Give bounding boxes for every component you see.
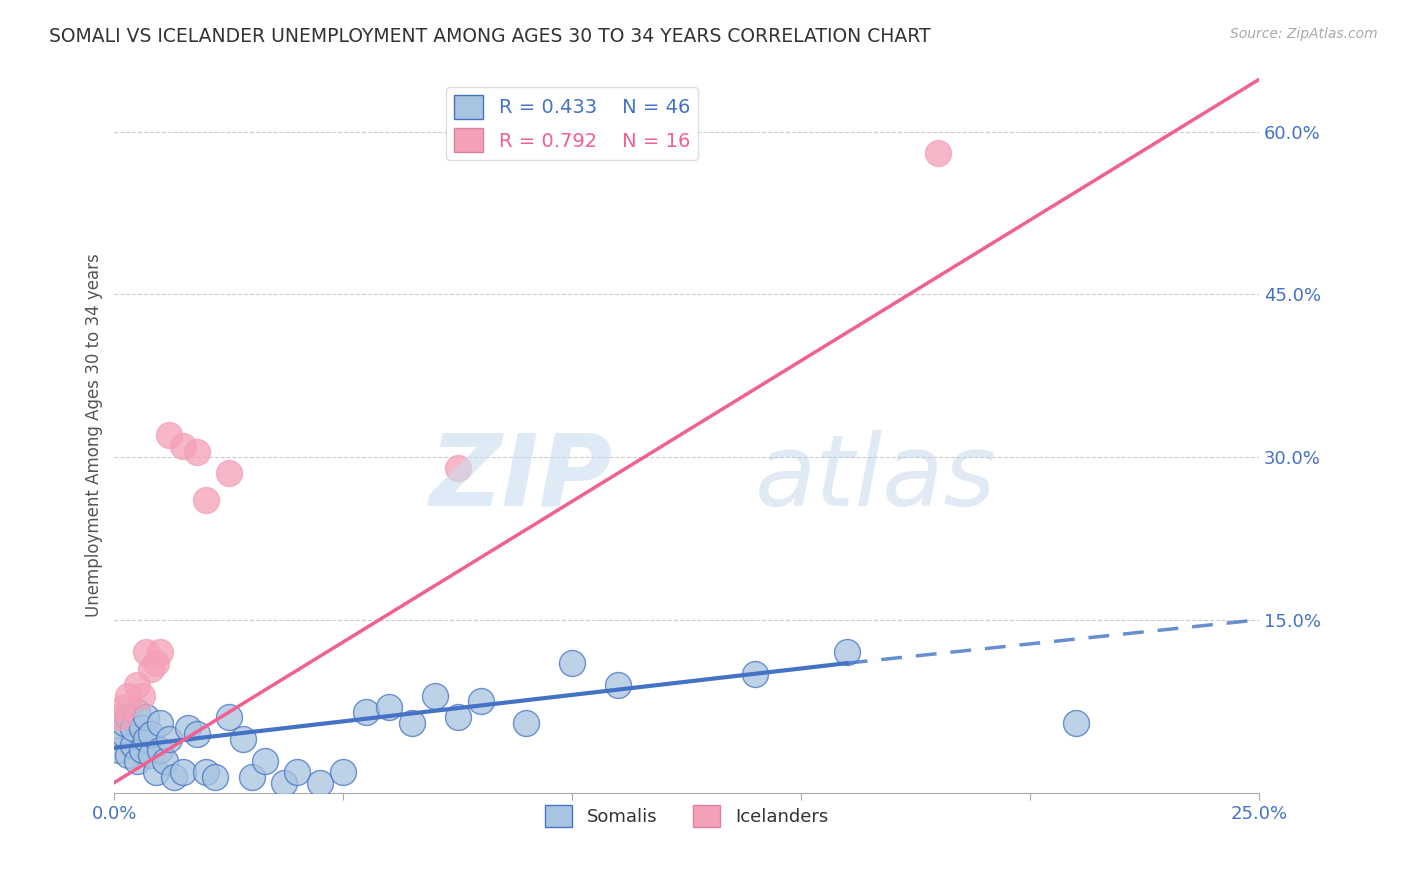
Somalis xyxy=(112,715,135,730)
Somalis xyxy=(186,727,208,741)
Icelanders xyxy=(139,662,162,676)
Somalis xyxy=(135,732,157,747)
Somalis xyxy=(470,694,492,708)
Somalis xyxy=(240,770,263,784)
Somalis xyxy=(135,710,157,724)
Somalis xyxy=(515,715,537,730)
Somalis xyxy=(204,770,226,784)
Somalis xyxy=(1064,715,1087,730)
Somalis xyxy=(121,721,143,735)
Icelanders xyxy=(131,689,153,703)
Somalis xyxy=(332,764,354,779)
Icelanders xyxy=(447,461,470,475)
Somalis xyxy=(287,764,309,779)
Somalis xyxy=(127,705,149,719)
Somalis xyxy=(176,721,198,735)
Somalis xyxy=(145,764,167,779)
Somalis xyxy=(194,764,217,779)
Somalis xyxy=(309,775,332,789)
Icelanders xyxy=(927,146,949,161)
Icelanders xyxy=(127,678,149,692)
Somalis xyxy=(447,710,470,724)
Somalis xyxy=(108,743,131,757)
Somalis xyxy=(744,667,766,681)
Somalis xyxy=(561,656,583,670)
Icelanders xyxy=(108,710,131,724)
Text: Source: ZipAtlas.com: Source: ZipAtlas.com xyxy=(1230,27,1378,41)
Somalis xyxy=(153,754,176,768)
Somalis xyxy=(131,743,153,757)
Text: atlas: atlas xyxy=(755,430,997,527)
Icelanders xyxy=(218,467,240,481)
Somalis xyxy=(121,738,143,752)
Somalis xyxy=(149,715,172,730)
Icelanders xyxy=(186,444,208,458)
Somalis xyxy=(354,705,377,719)
Somalis xyxy=(157,732,180,747)
Icelanders xyxy=(149,645,172,659)
Icelanders xyxy=(172,439,194,453)
Somalis xyxy=(127,754,149,768)
Icelanders xyxy=(145,656,167,670)
Icelanders xyxy=(157,428,180,442)
Somalis xyxy=(254,754,277,768)
Somalis xyxy=(117,748,139,763)
Somalis xyxy=(172,764,194,779)
Icelanders xyxy=(135,645,157,659)
Somalis xyxy=(606,678,628,692)
Somalis xyxy=(835,645,858,659)
Somalis xyxy=(218,710,240,724)
Somalis xyxy=(401,715,423,730)
Somalis xyxy=(423,689,446,703)
Legend: Somalis, Icelanders: Somalis, Icelanders xyxy=(538,798,835,834)
Icelanders xyxy=(117,689,139,703)
Somalis xyxy=(378,699,401,714)
Somalis xyxy=(131,721,153,735)
Somalis xyxy=(139,748,162,763)
Y-axis label: Unemployment Among Ages 30 to 34 years: Unemployment Among Ages 30 to 34 years xyxy=(86,253,103,617)
Somalis xyxy=(139,727,162,741)
Somalis xyxy=(232,732,254,747)
Somalis xyxy=(149,743,172,757)
Icelanders xyxy=(112,699,135,714)
Somalis xyxy=(273,775,295,789)
Text: SOMALI VS ICELANDER UNEMPLOYMENT AMONG AGES 30 TO 34 YEARS CORRELATION CHART: SOMALI VS ICELANDER UNEMPLOYMENT AMONG A… xyxy=(49,27,931,45)
Icelanders xyxy=(194,493,217,508)
Text: ZIP: ZIP xyxy=(429,430,612,527)
Somalis xyxy=(117,710,139,724)
Somalis xyxy=(163,770,186,784)
Somalis xyxy=(112,727,135,741)
